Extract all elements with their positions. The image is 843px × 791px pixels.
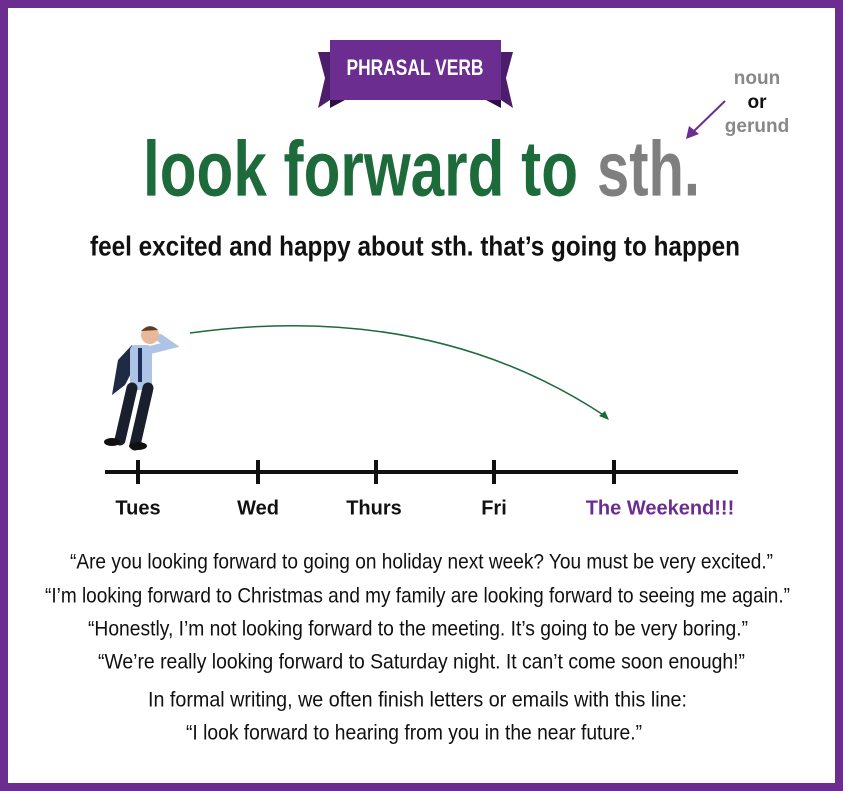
example: “Honestly, I’m not looking forward to th… bbox=[88, 618, 748, 641]
formal-example: “I look forward to hearing from you in t… bbox=[186, 722, 642, 745]
day-label: Thurs bbox=[346, 497, 402, 519]
example: “We’re really looking forward to Saturda… bbox=[98, 651, 745, 674]
badge: PHRASAL VERB bbox=[318, 40, 513, 108]
note-arrow bbox=[686, 100, 726, 139]
badge-text: PHRASAL VERB bbox=[347, 55, 484, 80]
title-verb: look forward to bbox=[143, 125, 578, 213]
example: “I’m looking forward to Christmas and my… bbox=[45, 585, 790, 608]
note-or: or bbox=[748, 92, 768, 113]
example: “Are you looking forward to going on hol… bbox=[70, 551, 773, 574]
formal-intro: In formal writing, we often finish lette… bbox=[148, 689, 687, 712]
timeline-arc bbox=[189, 324, 606, 417]
note-gerund: gerund bbox=[725, 116, 789, 137]
title-object: sth. bbox=[597, 125, 700, 213]
definition: feel excited and happy about sth. that’s… bbox=[90, 230, 740, 261]
person-figure bbox=[104, 326, 180, 451]
day-label: Wed bbox=[237, 497, 279, 519]
note-noun: noun bbox=[734, 68, 780, 89]
arc-head bbox=[599, 411, 609, 420]
day-label: Tues bbox=[115, 497, 160, 519]
timeline-axis bbox=[105, 460, 738, 484]
day-label: Fri bbox=[481, 497, 507, 519]
day-label: The Weekend!!! bbox=[586, 497, 735, 519]
